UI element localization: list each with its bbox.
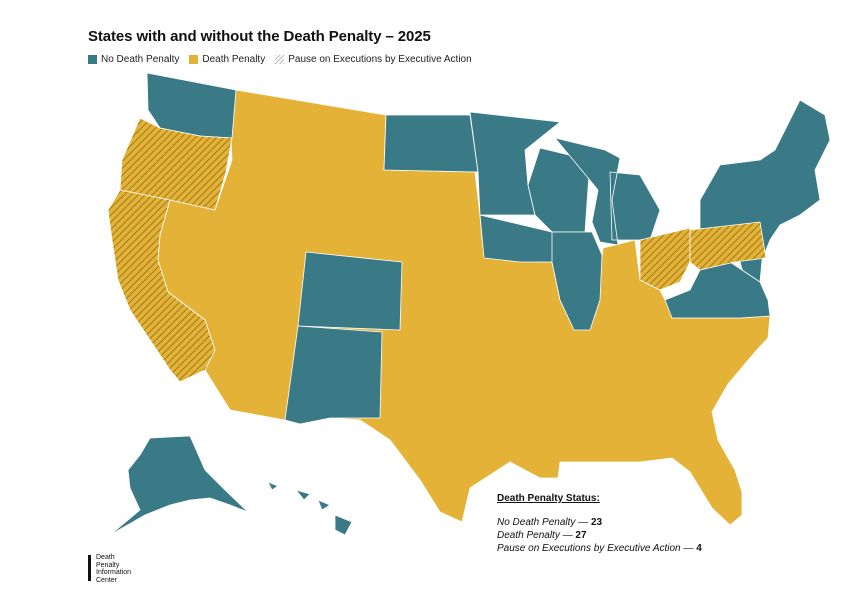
legend-item-pause: Pause on Executions by Executive Action	[275, 54, 472, 65]
status-row-no-death-penalty: No Death Penalty — 23	[497, 516, 702, 529]
legend-swatch-no-death-penalty	[88, 55, 97, 64]
map-title: States with and without the Death Penalt…	[88, 28, 431, 45]
status-row-death-penalty: Death Penalty — 27	[497, 529, 702, 542]
status-row-pause: Pause on Executions by Executive Action …	[497, 542, 702, 555]
state-pennsylvania-pause	[689, 221, 767, 271]
legend-swatch-pause	[275, 55, 285, 64]
legend-item-death-penalty: Death Penalty	[189, 54, 265, 65]
state-colorado	[297, 251, 403, 331]
state-new-mexico	[284, 325, 383, 425]
status-count-pause: 4	[696, 543, 702, 554]
status-count-no-death-penalty: 23	[590, 517, 603, 528]
state-alaska	[109, 435, 249, 536]
state-maryland-virginia-wv	[664, 261, 771, 319]
status-label-pause: Pause on Executions by Executive Action …	[497, 543, 694, 554]
state-ohio-pause	[639, 227, 691, 291]
status-label-death-penalty: Death Penalty —	[497, 530, 573, 541]
logo-line-1: Death	[96, 554, 115, 561]
state-iowa	[479, 214, 561, 263]
logo-text: Death Penalty Information Center	[96, 554, 131, 584]
legend-label-death-penalty: Death Penalty	[202, 54, 266, 65]
status-label-no-death-penalty: No Death Penalty —	[497, 517, 589, 528]
legend-label-pause: Pause on Executions by Executive Action	[288, 54, 472, 65]
legend-item-no-death-penalty: No Death Penalty	[88, 54, 179, 65]
logo-line-4: Center	[96, 576, 118, 584]
status-heading: Death Penalty Status:	[497, 493, 600, 504]
logo-line-3: Information	[96, 569, 132, 576]
legend: No Death Penalty Death Penalty Pause on …	[88, 54, 482, 65]
state-north-dakota	[383, 114, 479, 173]
logo-line-2: Penalty	[96, 561, 120, 569]
legend-swatch-death-penalty	[189, 55, 199, 64]
status-box: Death Penalty Status: No Death Penalty —…	[497, 492, 702, 555]
state-oregon-pause	[119, 117, 233, 211]
state-illinois	[551, 231, 603, 331]
state-hawaii	[267, 481, 353, 536]
state-michigan	[554, 137, 661, 246]
dpic-logo: Death Penalty Information Center	[88, 554, 131, 584]
legend-label-no-death-penalty: No Death Penalty	[101, 54, 180, 65]
logo-mark-icon	[88, 555, 91, 581]
state-california-pause	[107, 189, 216, 383]
status-count-death-penalty: 27	[575, 530, 587, 541]
